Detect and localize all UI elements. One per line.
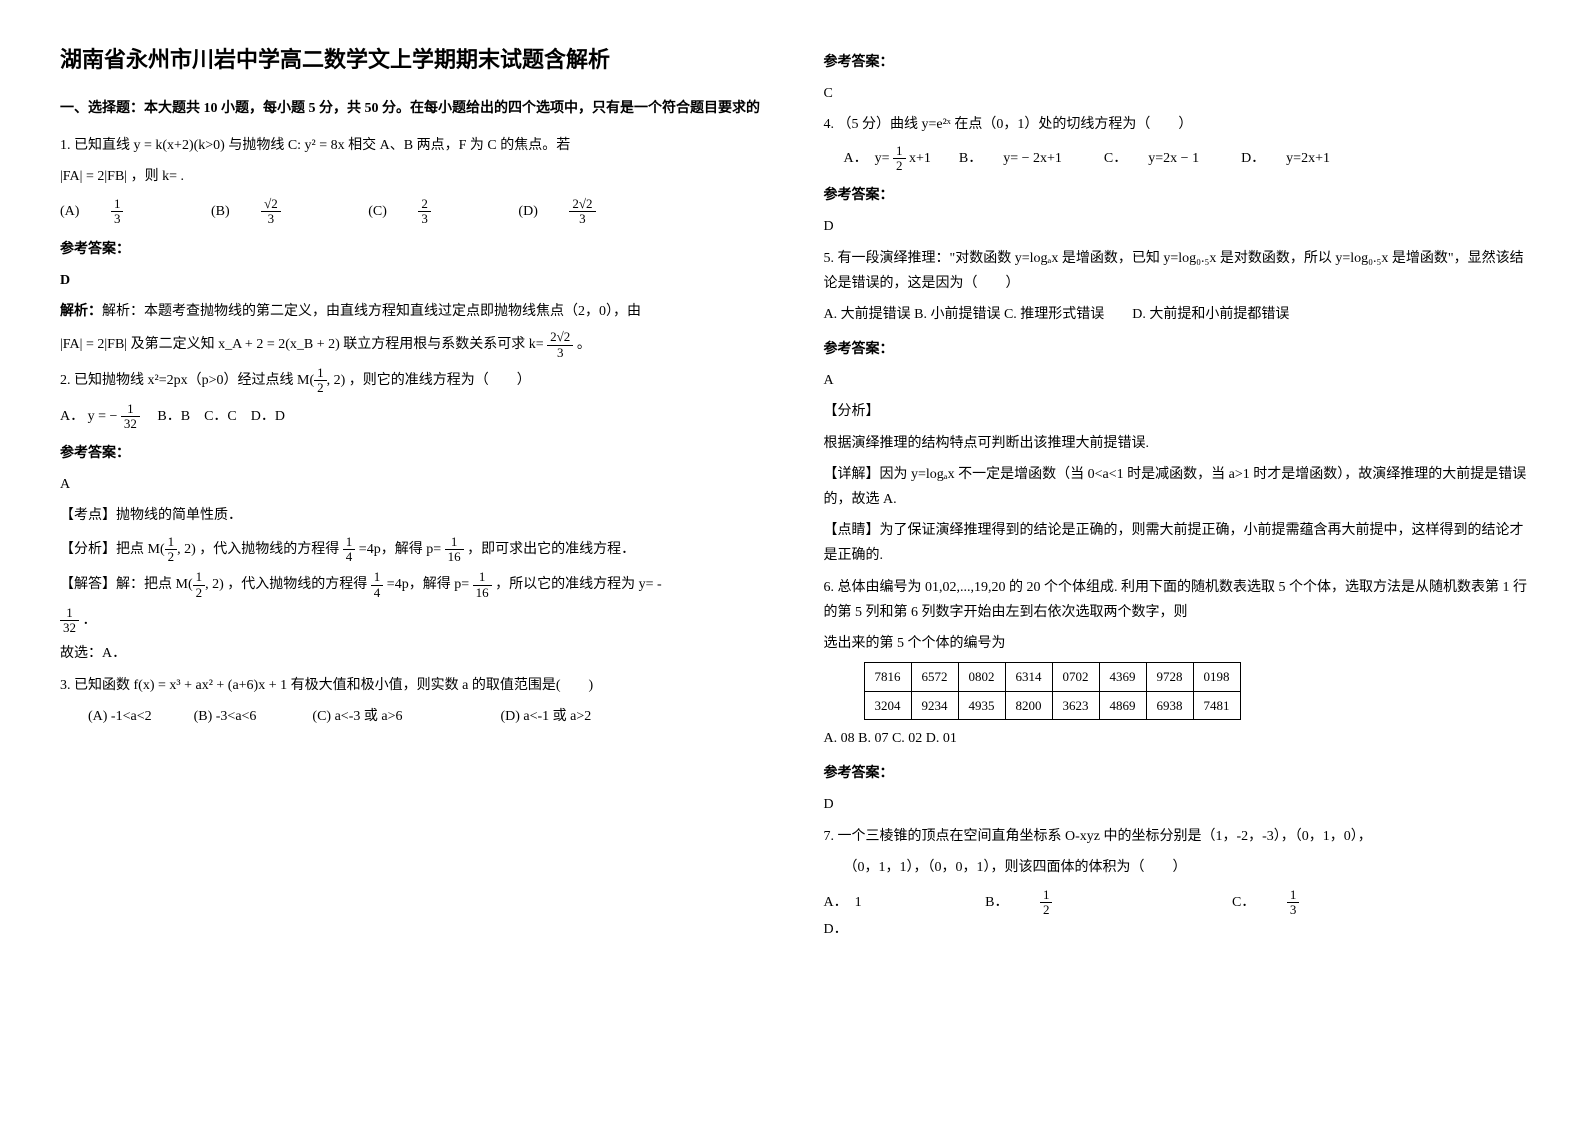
answer-label: 参考答案：	[60, 441, 764, 466]
q1-explain-a: 解析：解析：本题考查抛物线的第二定义，由直线方程知直线过定点即抛物线焦点（2，0…	[60, 299, 764, 324]
answer-label: 参考答案：	[824, 337, 1528, 362]
q6-options: A. 08 B. 07 C. 02 D. 01	[824, 726, 1528, 751]
q2-stem-a: 2. 已知抛物线 x²=2px（p>0）经过点线	[60, 373, 294, 388]
q7-opt-a: A． 1	[824, 890, 862, 915]
section-heading: 一、选择题：本大题共 10 小题，每小题 5 分，共 50 分。在每小题给出的四…	[60, 96, 764, 121]
q7-opt-c-label: C．	[1232, 890, 1255, 915]
q3-answer: C	[824, 81, 1528, 106]
q7-options: A． 1 B． 12 C． 13 D．	[824, 888, 1528, 943]
table-cell: 9234	[911, 691, 958, 719]
q2-options: A． y = − 132 B．B C．C D．D	[60, 402, 764, 432]
table-row: 7816 6572 0802 6314 0702 4369 9728 0198	[864, 663, 1240, 691]
q5-options: A. 大前提错误 B. 小前提错误 C. 推理形式错误 D. 大前提和小前提都错…	[824, 302, 1528, 327]
table-cell: 4869	[1099, 691, 1146, 719]
q7-stem-b: （0，1，1），（0，0，1），则该四面体的体积为（ ）	[844, 855, 1528, 880]
q1-explain-b: |FA| = 2|FB| 及第二定义知 x_A + 2 = 2(x_B + 2)…	[60, 330, 764, 360]
q1-answer: D	[60, 268, 764, 293]
table-cell: 6938	[1146, 691, 1193, 719]
q1-opt-c-label: (C)	[368, 199, 387, 224]
q2-jd-b: ，代入抛物线的方程得	[227, 577, 367, 592]
q2-fenxi: 【分析】把点 M(12, 2) ，代入抛物线的方程得 14 =4p，解得 p= …	[60, 535, 764, 565]
table-cell: 6572	[911, 663, 958, 691]
q2-fx-c: =4p，解得 p=	[359, 542, 441, 557]
q5-fenxi: 根据演绎推理的结构特点可判断出该推理大前提错误.	[824, 431, 1528, 456]
q2-jd-e: ．	[83, 613, 97, 628]
table-cell: 4935	[958, 691, 1005, 719]
q2-jd-c: =4p，解得 p=	[387, 577, 469, 592]
table-cell: 9728	[1146, 663, 1193, 691]
table-cell: 7481	[1193, 691, 1240, 719]
q2-fx-b: ，代入抛物线的方程得	[199, 542, 339, 557]
table-cell: 4369	[1099, 663, 1146, 691]
q2-jd-a: 【解答】解：把点	[60, 577, 172, 592]
q2-opt-rest: B．B C．C D．D	[143, 409, 285, 424]
q1-options: (A) 13 (B) √23 (C) 23 (D) 2√23	[60, 197, 764, 227]
q2-answer: A	[60, 472, 764, 497]
answer-label: 参考答案：	[824, 183, 1528, 208]
q2-fx-a: 【分析】把点	[60, 542, 144, 557]
table-cell: 0198	[1193, 663, 1240, 691]
q7-opt-d-label: D．	[824, 917, 848, 942]
q4-options: A． y= 12 x+1 B． y= − 2x+1 C． y=2x − 1 D．…	[844, 144, 1528, 174]
q4-opt-rest: x+1 B． y= − 2x+1 C． y=2x − 1 D． y=2x+1	[909, 151, 1330, 166]
table-cell: 3623	[1052, 691, 1099, 719]
q2-fx-d: ，即可求出它的准线方程．	[467, 542, 635, 557]
q5-xiangjie: 【详解】因为 y=logₐx 不一定是增函数（当 0<a<1 时是减函数，当 a…	[824, 462, 1528, 512]
q3-options: (A) -1<a<2 (B) -3<a<6 (C) a<-3 或 a>6 (D)…	[60, 704, 764, 729]
q1-opt-d-label: (D)	[518, 199, 537, 224]
table-cell: 0802	[958, 663, 1005, 691]
table-cell: 6314	[1005, 663, 1052, 691]
q5-dianjing: 【点睛】为了保证演绎推理得到的结论是正确的，则需大前提正确，小前提需蕴含再大前提…	[824, 518, 1528, 568]
q7-stem-a: 7. 一个三棱锥的顶点在空间直角坐标系 O-xyz 中的坐标分别是（1，-2，-…	[824, 824, 1528, 849]
table-row: 3204 9234 4935 8200 3623 4869 6938 7481	[864, 691, 1240, 719]
q1-explain-a-text: 解析：本题考查抛物线的第二定义，由直线方程知直线过定点即抛物线焦点（2，0），由	[102, 304, 641, 319]
random-number-table: 7816 6572 0802 6314 0702 4369 9728 0198 …	[864, 662, 1241, 720]
q6-answer: D	[824, 792, 1528, 817]
q5-stem: 5. 有一段演绎推理："对数函数 y=logₐx 是增函数，已知 y=log₀.…	[824, 246, 1528, 296]
q6-stem-a: 6. 总体由编号为 01,02,...,19,20 的 20 个个体组成. 利用…	[824, 575, 1528, 625]
q2-opt-a-label: A．	[60, 409, 84, 424]
q5-fenxi-head: 【分析】	[824, 399, 1528, 424]
q4-stem: 4. （5 分）曲线 y=e²ˣ 在点（0，1）处的切线方程为（ ）	[824, 112, 1528, 137]
q2-kaodian: 【考点】抛物线的简单性质．	[60, 503, 764, 528]
table-cell: 3204	[864, 691, 911, 719]
answer-label: 参考答案：	[824, 761, 1528, 786]
table-cell: 8200	[1005, 691, 1052, 719]
q1-explain-c-text: 。	[577, 337, 591, 352]
q2-jieda: 【解答】解：把点 M(12, 2) ，代入抛物线的方程得 14 =4p，解得 p…	[60, 570, 764, 600]
q1-stem-b: |FA| = 2|FB| ，则 k= .	[60, 164, 764, 189]
q3-stem: 3. 已知函数 f(x) = x³ + ax² + (a+6)x + 1 有极大…	[60, 673, 764, 698]
q1-opt-a-label: (A)	[60, 199, 79, 224]
table-cell: 7816	[864, 663, 911, 691]
q1-explain-b-text: |FA| = 2|FB| 及第二定义知 x_A + 2 = 2(x_B + 2)…	[60, 337, 544, 352]
q4-opt-a-pre: A． y=	[844, 151, 890, 166]
q2-stem-b: ，则它的准线方程为（ ）	[349, 373, 531, 388]
q2-guxuan: 故选：A．	[60, 641, 764, 666]
page-title: 湖南省永州市川岩中学高二数学文上学期期末试题含解析	[60, 40, 764, 80]
answer-label: 参考答案：	[60, 237, 764, 262]
q2-jd-d: ，所以它的准线方程为 y= -	[495, 577, 662, 592]
answer-label: 参考答案：	[824, 50, 1528, 75]
q2-jieda-tail: 132 ．	[60, 606, 764, 636]
table-cell: 0702	[1052, 663, 1099, 691]
q7-opt-b-label: B．	[985, 890, 1008, 915]
q4-answer: D	[824, 214, 1528, 239]
q1-opt-b-label: (B)	[211, 199, 230, 224]
q2-stem: 2. 已知抛物线 x²=2px（p>0）经过点线 M(12, 2) ，则它的准线…	[60, 366, 764, 396]
q5-answer: A	[824, 368, 1528, 393]
q1-stem-a: 1. 已知直线 y = k(x+2)(k>0) 与抛物线 C: y² = 8x …	[60, 133, 764, 158]
q6-stem-b: 选出来的第 5 个个体的编号为	[824, 631, 1528, 656]
